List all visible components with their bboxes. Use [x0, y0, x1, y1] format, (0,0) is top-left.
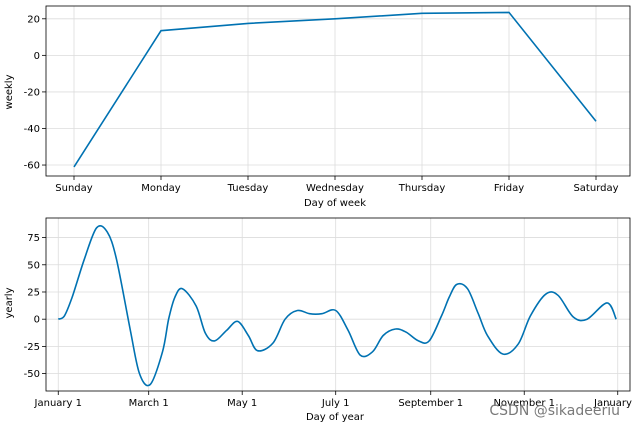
weekly-x-tick-label: Thursday: [398, 183, 446, 194]
yearly-x-tick-label: September 1: [398, 398, 463, 409]
weekly-x-tick-label: Tuesday: [227, 183, 269, 194]
weekly-y-tick-label: 20: [27, 14, 40, 25]
yearly-y-axis-label: yearly: [4, 287, 15, 318]
weekly-y-tick-label: 0: [34, 51, 40, 62]
yearly-y-tick-label: -25: [24, 342, 40, 353]
weekly-y-tick-label: -20: [24, 87, 40, 98]
weekly-plot-frame: [45, 5, 631, 177]
yearly-y-tick-label: 25: [27, 287, 40, 298]
yearly-x-tick-label: May 1: [227, 398, 257, 409]
weekly-x-tick-label: Friday: [494, 183, 524, 194]
weekly-y-axis-label: weekly: [4, 74, 15, 109]
watermark-text: CSDN @sikadeeriu: [489, 403, 620, 419]
yearly-y-tick-label: 50: [27, 260, 40, 271]
yearly-x-tick-label: March 1: [129, 398, 169, 409]
yearly-y-tick-label: 0: [34, 315, 40, 326]
yearly-plot-frame: [45, 217, 631, 392]
yearly-y-tick-label: -50: [24, 369, 40, 380]
weekly-y-tick-label: -40: [24, 124, 40, 135]
weekly-panel: -60 -40 -20 0 20 Sunday Monday Tuesday Wednesday…: [24, 5, 631, 194]
weekly-x-tick-label: Saturday: [573, 183, 618, 194]
yearly-x-tick-label: November 1: [493, 398, 555, 409]
weekly-x-tick-label: Wednesday: [306, 183, 364, 194]
yearly-x-tick-label: January 1: [34, 398, 82, 409]
weekly-y-tick-label: -60: [24, 161, 40, 172]
weekly-x-axis-label: Day of week: [304, 198, 366, 209]
yearly-x-tick-label: July 1: [321, 398, 350, 409]
weekly-x-tick-label: Sunday: [55, 183, 92, 194]
yearly-x-tick-label: January 1: [593, 398, 636, 409]
yearly-y-tick-label: 75: [27, 233, 40, 244]
yearly-x-axis-label: Day of year: [306, 412, 365, 423]
yearly-series-line: [57, 225, 617, 387]
weekly-x-tick-label: Monday: [141, 183, 181, 194]
yearly-panel: -50 -25 0 25 50 75 January 1 March 1 May 1 July 1…: [24, 217, 636, 409]
